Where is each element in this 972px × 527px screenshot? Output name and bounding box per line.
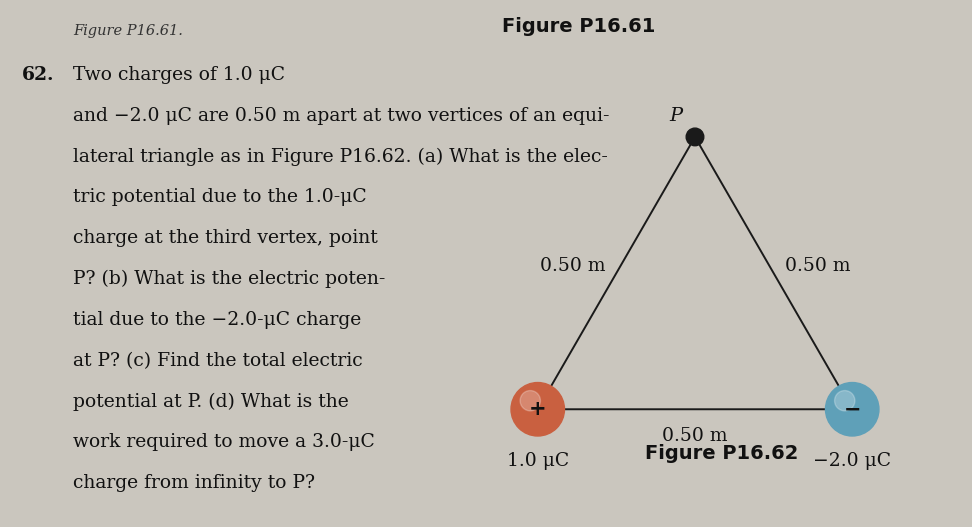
Text: tric potential due to the 1.0-μC: tric potential due to the 1.0-μC (73, 188, 366, 207)
Text: P: P (670, 107, 682, 125)
Text: Figure P16.61: Figure P16.61 (502, 17, 655, 36)
Circle shape (686, 128, 704, 146)
Circle shape (835, 391, 855, 411)
Text: P? (b) What is the electric poten-: P? (b) What is the electric poten- (73, 270, 385, 288)
Text: charge at the third vertex, point: charge at the third vertex, point (73, 229, 378, 247)
Circle shape (825, 383, 879, 436)
Text: charge from infinity to P?: charge from infinity to P? (73, 474, 315, 492)
Text: Figure P16.62: Figure P16.62 (645, 444, 798, 463)
Text: −: − (844, 399, 861, 419)
Text: at P? (c) Find the total electric: at P? (c) Find the total electric (73, 352, 363, 370)
Text: −2.0 μC: −2.0 μC (814, 452, 891, 470)
Text: +: + (529, 399, 546, 419)
Text: 1.0 μC: 1.0 μC (506, 452, 569, 470)
Text: 62.: 62. (21, 66, 53, 84)
Text: and −2.0 μC are 0.50 m apart at two vertices of an equi-: and −2.0 μC are 0.50 m apart at two vert… (73, 106, 609, 125)
Circle shape (511, 383, 565, 436)
Text: lateral triangle as in Figure P16.62. (a) What is the elec-: lateral triangle as in Figure P16.62. (a… (73, 148, 608, 166)
Text: Two charges of 1.0 μC: Two charges of 1.0 μC (73, 66, 285, 84)
Text: 0.50 m: 0.50 m (662, 426, 728, 445)
Text: work required to move a 3.0-μC: work required to move a 3.0-μC (73, 433, 375, 452)
Text: 0.50 m: 0.50 m (784, 257, 850, 275)
Text: tial due to the −2.0-μC charge: tial due to the −2.0-μC charge (73, 311, 362, 329)
Text: Figure P16.61.: Figure P16.61. (73, 24, 183, 38)
Text: 0.50 m: 0.50 m (539, 257, 606, 275)
Text: potential at P. (d) What is the: potential at P. (d) What is the (73, 393, 349, 411)
Circle shape (520, 391, 540, 411)
